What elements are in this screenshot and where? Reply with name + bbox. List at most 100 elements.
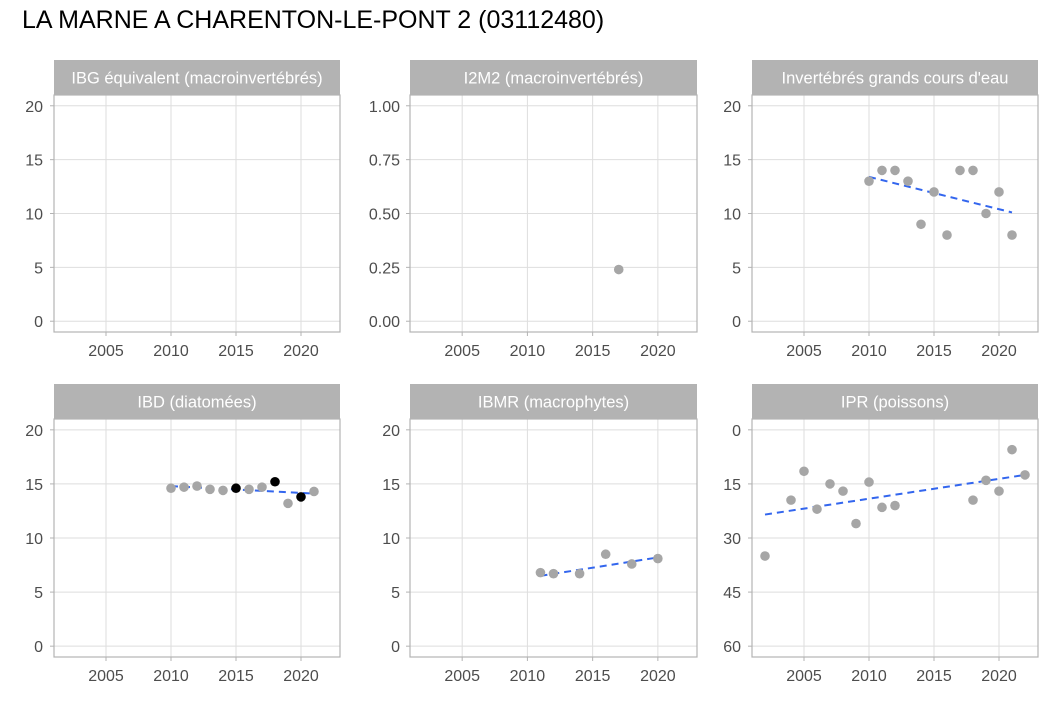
data-point [760, 551, 770, 561]
y-tick-label: 15 [25, 153, 43, 170]
y-tick-label: 15 [723, 153, 741, 170]
data-point [179, 482, 189, 492]
y-tick-label: 15 [723, 477, 741, 494]
panel-strip-2 [410, 60, 697, 95]
data-point [916, 219, 926, 230]
data-point [244, 484, 254, 495]
y-tick-label: 0.00 [369, 314, 400, 331]
data-point [205, 484, 215, 495]
x-tick-label: 2010 [851, 668, 887, 685]
y-tick-label: 0 [34, 639, 43, 656]
data-point [890, 500, 900, 511]
data-point [653, 553, 663, 564]
data-point [864, 176, 874, 186]
data-point [1007, 230, 1017, 240]
x-tick-label: 2005 [88, 668, 124, 685]
y-tick-label: 20 [382, 423, 400, 440]
x-tick-label: 2005 [786, 668, 822, 685]
x-tick-label: 2010 [851, 343, 887, 360]
data-point [535, 567, 546, 578]
data-point [799, 466, 809, 477]
data-point [1020, 470, 1030, 480]
panel-title-5: IBMR (macrophytes) [478, 394, 629, 412]
x-tick-label: 2005 [444, 343, 480, 360]
y-tick-label: 0.25 [369, 260, 400, 277]
data-point [166, 483, 176, 494]
data-point [877, 502, 887, 513]
x-tick-label: 2005 [786, 343, 822, 360]
data-point [864, 477, 874, 487]
x-tick-label: 2015 [916, 343, 952, 360]
data-point [981, 475, 991, 486]
data-point [994, 187, 1004, 197]
data-point [942, 230, 952, 240]
data-point [257, 482, 267, 492]
data-point [877, 165, 887, 176]
data-point [838, 486, 848, 496]
y-tick-label: 0.50 [369, 207, 400, 224]
data-point [812, 504, 822, 514]
x-tick-label: 2020 [981, 668, 1017, 685]
x-tick-label: 2015 [575, 343, 611, 360]
data-point [890, 165, 900, 176]
y-tick-label: 60 [723, 639, 741, 656]
y-tick-label: 0 [732, 423, 741, 440]
x-tick-label: 2020 [981, 343, 1017, 360]
data-point [955, 165, 965, 176]
y-tick-label: 15 [382, 477, 400, 494]
data-point [309, 486, 319, 497]
x-tick-label: 2020 [283, 343, 319, 360]
y-tick-label: 20 [25, 99, 43, 116]
data-point [192, 481, 202, 491]
panel-title-4: IBD (diatomées) [137, 394, 256, 412]
trend-line-3 [868, 175, 1013, 214]
y-tick-label: 10 [25, 207, 43, 224]
panel-strip-3 [752, 60, 1038, 95]
y-tick-label: 0 [391, 639, 400, 656]
data-point [994, 486, 1004, 496]
x-tick-label: 2010 [510, 668, 546, 685]
x-tick-label: 2015 [218, 343, 254, 360]
y-tick-label: 20 [723, 99, 741, 116]
y-tick-label: 0 [732, 314, 741, 331]
trend-line-5 [540, 556, 659, 577]
y-tick-label: 5 [34, 585, 43, 602]
x-tick-label: 2020 [283, 668, 319, 685]
panel-title-1: IBG équivalent (macroinvertébrés) [71, 70, 322, 88]
y-tick-label: 0.75 [369, 153, 400, 170]
data-point [548, 568, 559, 579]
data-point [903, 176, 913, 186]
y-tick-label: 20 [25, 423, 43, 440]
panel-strip-5 [410, 384, 697, 419]
data-point [283, 498, 293, 509]
panel-strip-1 [54, 60, 340, 95]
y-tick-label: 30 [723, 531, 741, 548]
data-point [218, 485, 228, 496]
y-tick-label: 10 [723, 207, 741, 224]
panel-strip-4 [54, 384, 340, 419]
x-tick-label: 2020 [640, 668, 676, 685]
data-point [786, 495, 796, 505]
data-point [981, 208, 991, 219]
x-tick-label: 2020 [640, 343, 676, 360]
x-tick-label: 2010 [153, 343, 189, 360]
x-tick-label: 2015 [916, 668, 952, 685]
panel-strip-6 [752, 384, 1038, 419]
data-point-highlighted [270, 476, 280, 487]
panel-title-3: Invertébrés grands cours d'eau [782, 70, 1009, 88]
y-tick-label: 45 [723, 585, 741, 602]
y-tick-label: 10 [382, 531, 400, 548]
data-point [968, 495, 978, 505]
y-tick-label: 0 [34, 314, 43, 331]
data-point [574, 568, 585, 579]
data-point [929, 187, 939, 197]
y-tick-label: 5 [391, 585, 400, 602]
x-tick-label: 2015 [218, 668, 254, 685]
x-tick-label: 2010 [153, 668, 189, 685]
data-point [825, 479, 835, 489]
chart-title: LA MARNE A CHARENTON-LE-PONT 2 (03112480… [22, 6, 605, 34]
x-tick-label: 2015 [575, 668, 611, 685]
y-tick-label: 5 [34, 260, 43, 277]
y-tick-label: 15 [25, 477, 43, 494]
